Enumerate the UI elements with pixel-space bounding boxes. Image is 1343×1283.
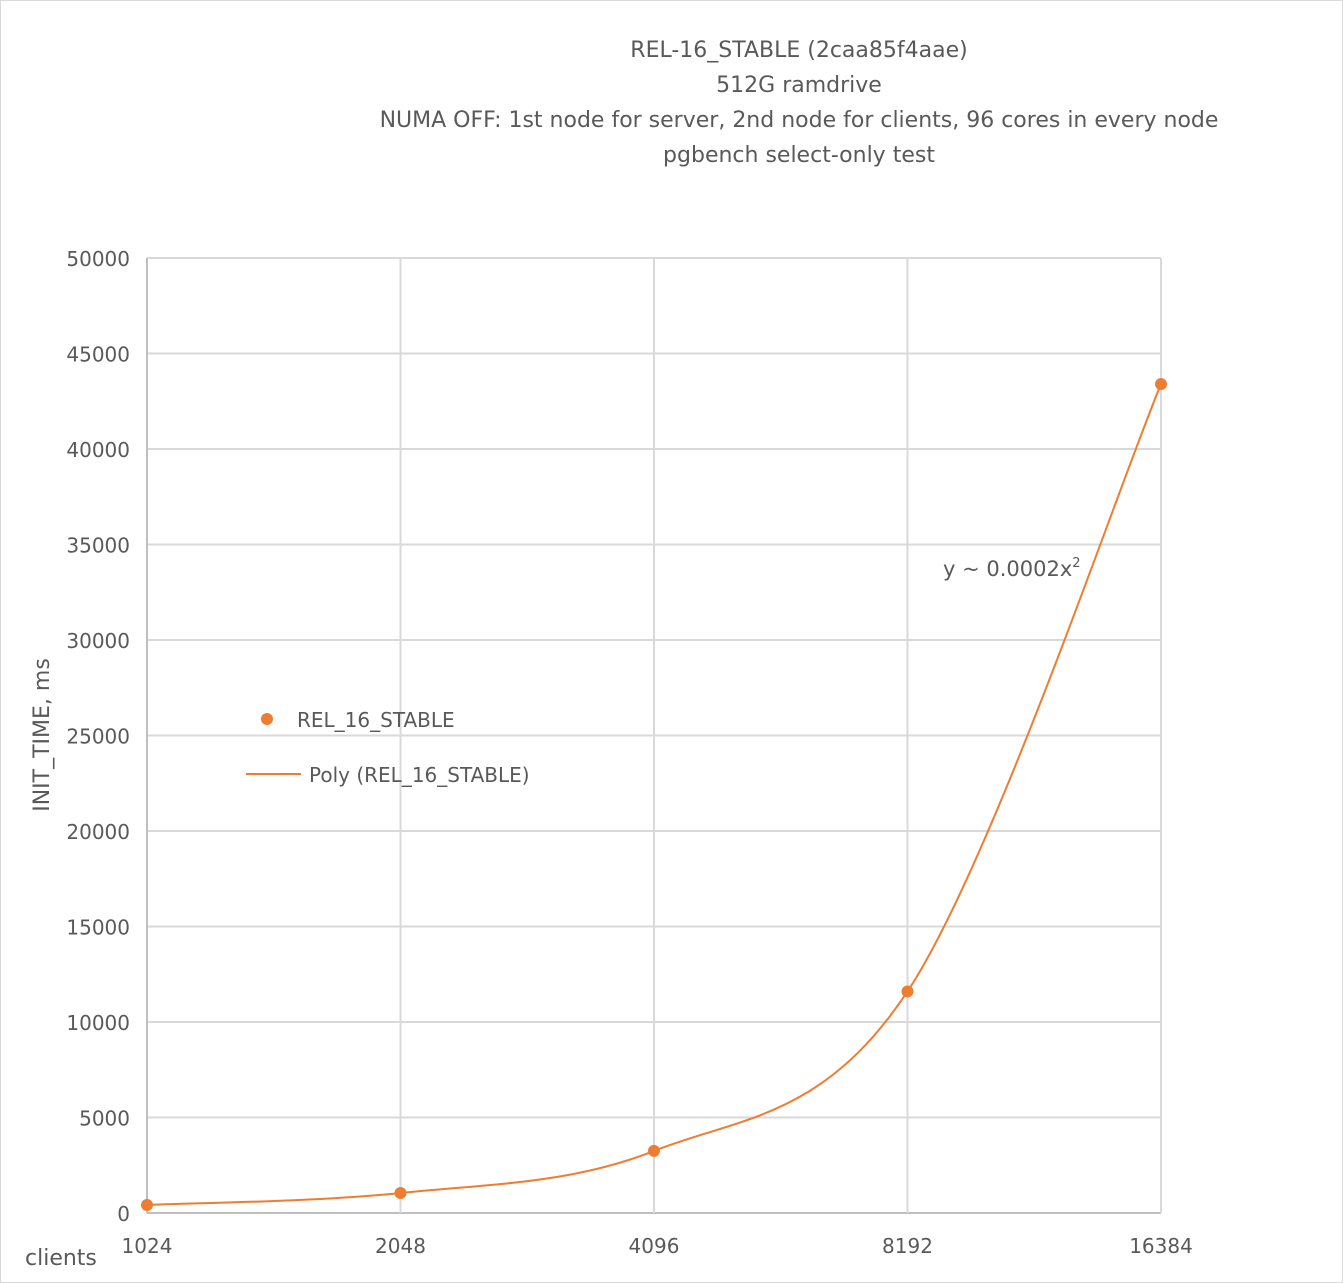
y-tick-label: 0 <box>117 1202 130 1226</box>
x-tick-label: 1024 <box>122 1234 173 1258</box>
x-tick-label: 8192 <box>882 1234 933 1258</box>
trendline-equation: y ~ 0.0002x2 <box>943 556 1081 581</box>
x-axis-ticks: 1024 2048 4096 8192 16384 <box>122 1234 1193 1258</box>
y-tick-label: 50000 <box>66 247 130 271</box>
gridlines <box>146 257 1162 1214</box>
y-axis-ticks: 0 5000 10000 15000 20000 25000 30000 35000 40000… <box>66 247 130 1226</box>
data-point <box>901 985 914 998</box>
data-point <box>141 1198 153 1211</box>
y-tick-label: 5000 <box>79 1107 130 1131</box>
legend-marker-series <box>261 713 273 725</box>
x-axis-label: clients <box>25 1246 97 1271</box>
chart-title-line: REL-16_STABLE (2caa85f4aae) <box>630 38 967 63</box>
y-tick-label: 25000 <box>66 725 130 749</box>
x-tick-label: 16384 <box>1129 1234 1193 1258</box>
legend-label-series: REL_16_STABLE <box>297 708 455 732</box>
chart-title: REL-16_STABLE (2caa85f4aae) 512G ramdrive… <box>380 38 1219 168</box>
y-tick-label: 20000 <box>66 820 130 844</box>
trendline <box>146 383 1162 1206</box>
y-tick-label: 40000 <box>66 438 130 462</box>
data-point <box>648 1144 660 1157</box>
data-point <box>1155 378 1167 391</box>
y-tick-label: 15000 <box>66 916 130 940</box>
data-point <box>394 1186 407 1199</box>
y-tick-label: 35000 <box>66 534 130 558</box>
y-tick-label: 45000 <box>66 343 130 367</box>
chart-title-line: NUMA OFF: 1st node for server, 2nd node … <box>380 108 1219 133</box>
legend: REL_16_STABLE Poly (REL_16_STABLE) <box>246 708 530 787</box>
x-tick-label: 2048 <box>375 1234 426 1258</box>
legend-label-trendline: Poly (REL_16_STABLE) <box>309 763 530 787</box>
y-axis-label: INIT_TIME, ms <box>30 658 55 812</box>
chart-title-line: 512G ramdrive <box>716 73 882 98</box>
y-tick-label: 10000 <box>66 1011 130 1035</box>
x-tick-label: 4096 <box>629 1234 680 1258</box>
chart-title-line: pgbench select-only test <box>663 143 935 168</box>
y-tick-label: 30000 <box>66 629 130 653</box>
data-points <box>141 378 1167 1211</box>
